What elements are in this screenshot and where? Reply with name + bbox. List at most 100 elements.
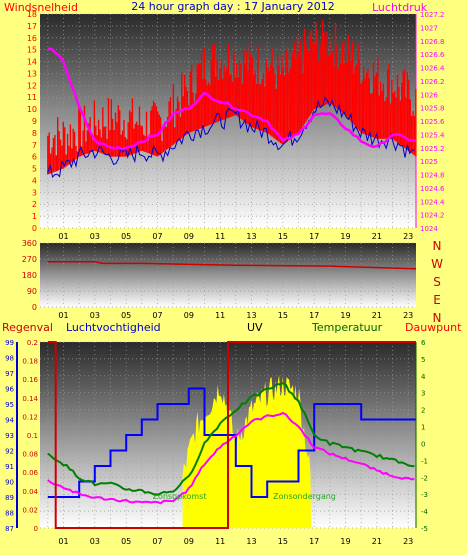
humidity-tick-label: 92	[5, 448, 14, 456]
rain-tick-label: 0.08	[22, 451, 38, 459]
wind-tick-label: 1	[32, 212, 37, 221]
rain-tick-label: 0.12	[22, 413, 38, 421]
panel2: 0 90 180 270 360 01 03 05 07 09 11 13 15 17 19 21 23	[22, 239, 417, 320]
humidity-tick-label: 96	[5, 386, 14, 394]
direction-tick-label: 0	[32, 303, 37, 312]
temperature-label: Temperatuur	[311, 321, 383, 334]
x-tick-label: 09	[184, 537, 194, 546]
x-tick-label: 17	[309, 311, 319, 320]
wind-tick-label: 16	[27, 34, 37, 43]
x-tick-label: 15	[278, 311, 288, 320]
dewpoint-series	[47, 411, 415, 505]
x-tick-label: 11	[215, 537, 225, 546]
chart-title: 24 hour graph day : 17 January 2012	[131, 0, 335, 13]
rain-tick-label: 0.02	[22, 506, 38, 514]
uv-area	[182, 375, 311, 528]
x-tick-label: 05	[121, 311, 131, 320]
wind-tick-label: 10	[27, 105, 37, 114]
temperature-tick-label: 6	[421, 339, 426, 347]
rain-tick-label: 0.18	[22, 358, 38, 366]
x-tick-label: 03	[90, 537, 100, 546]
wind-tick-label: 8	[32, 129, 37, 138]
wind-tick-label: 13	[27, 69, 37, 78]
x-tick-label: 11	[215, 311, 225, 320]
pressure-tick-label: 1027.2	[420, 11, 445, 19]
x-tick-label: 05	[121, 232, 131, 241]
humidity-tick-label: 98	[5, 355, 14, 363]
temperature-tick-label: 2	[421, 407, 425, 415]
rain-tick-label: 0	[34, 525, 38, 533]
dir-label-n-top: N	[433, 239, 442, 253]
temperature-tick-label: -3	[421, 491, 428, 499]
rain-series	[47, 341, 416, 529]
x-tick-label: 17	[309, 537, 319, 546]
wind-tick-label: 9	[32, 117, 37, 126]
x-tick-label: 21	[372, 537, 382, 546]
x-tick-label: 23	[403, 311, 413, 320]
pressure-label: Luchtdruk	[372, 1, 428, 14]
humidity-tick-label: 99	[5, 339, 14, 347]
humidity-series	[47, 387, 416, 498]
x-tick-label: 07	[152, 232, 162, 241]
x-tick-label: 17	[309, 232, 319, 241]
rain-label: Regenval	[2, 321, 53, 334]
pressure-tick-label: 1025.8	[420, 105, 445, 113]
temperature-tick-label: -5	[421, 525, 428, 533]
dir-label-e: E	[433, 293, 441, 307]
wind-tick-label: 3	[32, 188, 37, 197]
pressure-tick-label: 1026	[420, 91, 438, 99]
x-tick-label: 11	[215, 232, 225, 241]
x-tick-label: 09	[184, 311, 194, 320]
pressure-series	[47, 47, 417, 151]
x-tick-label: 03	[90, 311, 100, 320]
x-tick-label: 01	[58, 232, 68, 241]
x-tick-label: 01	[58, 537, 68, 546]
humidity-tick-label: 93	[5, 432, 14, 440]
x-tick-label: 23	[403, 537, 413, 546]
humidity-label: Luchtvochtigheid	[66, 321, 161, 334]
rain-tick-label: 0.04	[22, 488, 38, 496]
x-tick-label: 09	[184, 232, 194, 241]
panel3: Zonsopkomst Zonsondergang 0 0.02 0.04 0.06 0.0…	[5, 339, 428, 546]
wind-series	[47, 96, 415, 179]
pressure-tick-label: 1026.2	[420, 78, 445, 86]
x-tick-label: 07	[152, 311, 162, 320]
wind-tick-label: 2	[32, 200, 37, 209]
dir-label-s: S	[433, 275, 441, 289]
dir-label-n-bottom: N	[433, 311, 442, 325]
direction-tick-label: 90	[27, 287, 37, 296]
x-tick-label: 23	[403, 232, 413, 241]
uv-label: UV	[247, 321, 263, 334]
wind-tick-label: 0	[32, 224, 37, 233]
rain-tick-label: 0.14	[22, 395, 38, 403]
temperature-series	[47, 382, 415, 496]
wind-label: Windsnelheid	[4, 1, 78, 14]
wind-tick-label: 11	[27, 93, 37, 102]
humidity-tick-label: 90	[5, 479, 14, 487]
rain-tick-label: 0.1	[27, 432, 38, 440]
pressure-tick-label: 1026.8	[420, 38, 445, 46]
wind-tick-label: 18	[27, 10, 37, 19]
pressure-tick-label: 1024	[420, 225, 438, 233]
pressure-tick-label: 1025.2	[420, 145, 445, 153]
x-tick-label: 13	[246, 537, 256, 546]
temperature-tick-label: 5	[421, 356, 425, 364]
pressure-tick-label: 1026.6	[420, 51, 445, 59]
x-tick-label: 05	[121, 537, 131, 546]
wind-tick-label: 14	[27, 58, 37, 67]
humidity-tick-label: 88	[5, 510, 14, 518]
humidity-tick-label: 97	[5, 370, 14, 378]
pressure-tick-label: 1024.2	[420, 212, 445, 220]
temperature-tick-label: 3	[421, 390, 425, 398]
pressure-tick-label: 1024.6	[420, 185, 445, 193]
direction-tick-label: 270	[22, 255, 37, 264]
x-tick-label: 03	[90, 232, 100, 241]
pressure-tick-label: 1024.8	[420, 172, 445, 180]
x-tick-label: 21	[372, 232, 382, 241]
wind-tick-label: 7	[32, 141, 37, 150]
sunset-annotation: Zonsondergang	[273, 492, 336, 501]
rain-tick-label: 0.2	[27, 339, 38, 347]
x-tick-label: 21	[372, 311, 382, 320]
wind-tick-label: 17	[27, 22, 37, 31]
